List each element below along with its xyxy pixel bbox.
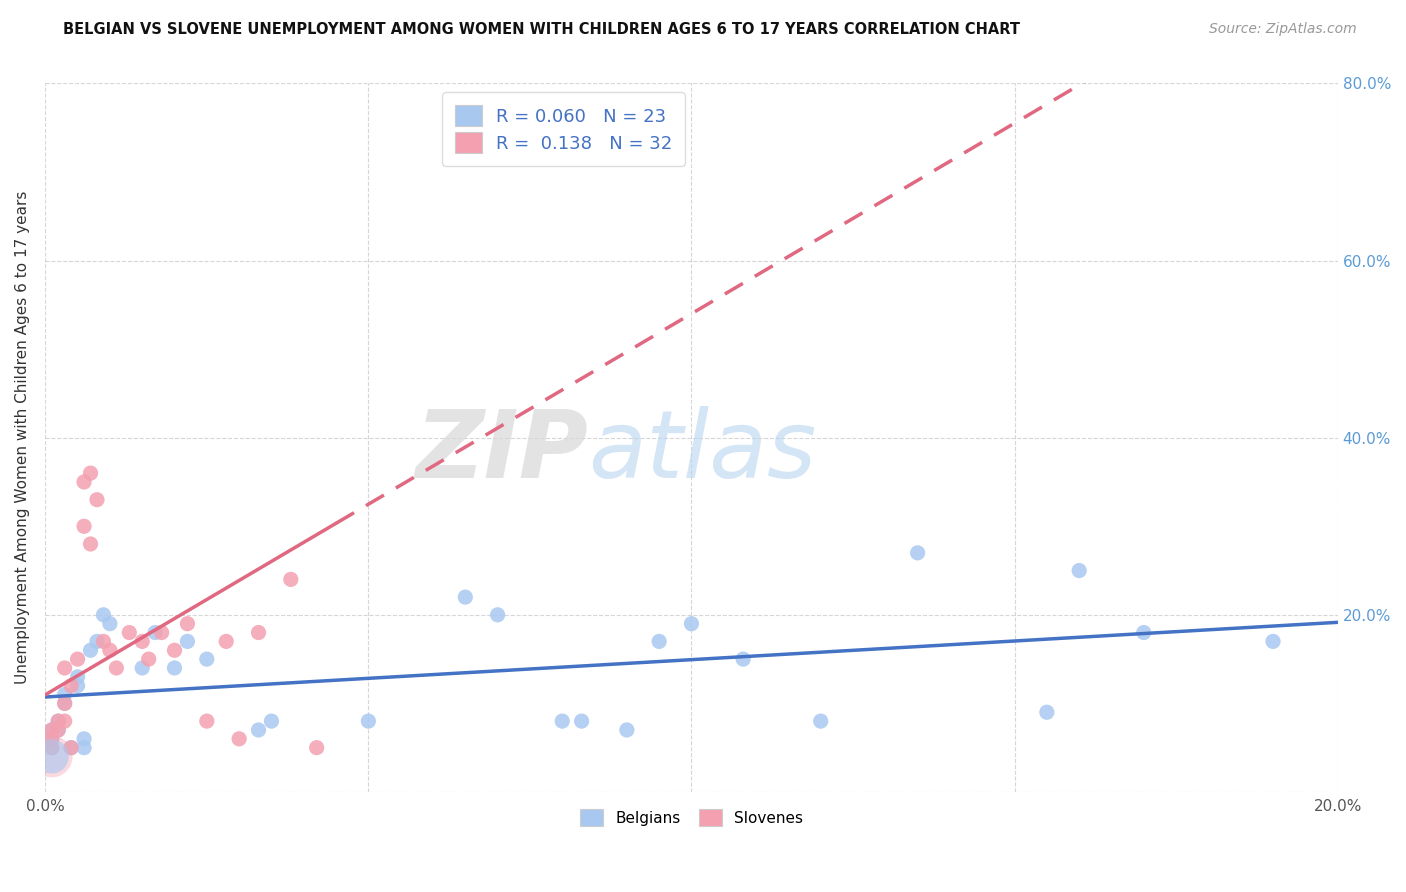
- Point: [305, 740, 328, 755]
- Point: [46, 714, 69, 728]
- Point: [53, 688, 76, 702]
- Point: [260, 714, 283, 728]
- Point: [616, 147, 638, 161]
- Point: [1036, 705, 1059, 719]
- Point: [53, 714, 76, 728]
- Point: [41, 740, 63, 755]
- Text: BELGIAN VS SLOVENE UNEMPLOYMENT AMONG WOMEN WITH CHILDREN AGES 6 TO 17 YEARS COR: BELGIAN VS SLOVENE UNEMPLOYMENT AMONG WO…: [63, 22, 1021, 37]
- Y-axis label: Unemployment Among Women with Children Ages 6 to 17 years: Unemployment Among Women with Children A…: [15, 191, 30, 684]
- Point: [93, 634, 115, 648]
- Point: [454, 590, 477, 604]
- Point: [41, 723, 63, 737]
- Point: [118, 625, 141, 640]
- Point: [176, 634, 198, 648]
- Point: [73, 519, 96, 533]
- Point: [46, 714, 69, 728]
- Point: [41, 749, 63, 764]
- Point: [79, 643, 101, 657]
- Point: [131, 634, 153, 648]
- Point: [486, 607, 509, 622]
- Point: [66, 679, 89, 693]
- Point: [143, 625, 166, 640]
- Point: [60, 740, 83, 755]
- Point: [247, 723, 270, 737]
- Point: [73, 740, 96, 755]
- Point: [46, 723, 69, 737]
- Point: [53, 697, 76, 711]
- Point: [571, 714, 593, 728]
- Point: [681, 616, 703, 631]
- Point: [176, 616, 198, 631]
- Point: [73, 475, 96, 489]
- Point: [53, 697, 76, 711]
- Point: [79, 537, 101, 551]
- Point: [163, 661, 186, 675]
- Point: [215, 634, 238, 648]
- Point: [66, 670, 89, 684]
- Point: [195, 714, 218, 728]
- Point: [93, 607, 115, 622]
- Text: Source: ZipAtlas.com: Source: ZipAtlas.com: [1209, 22, 1357, 37]
- Point: [46, 723, 69, 737]
- Point: [79, 466, 101, 480]
- Point: [73, 731, 96, 746]
- Point: [41, 749, 63, 764]
- Point: [733, 652, 755, 666]
- Point: [907, 546, 929, 560]
- Point: [131, 661, 153, 675]
- Point: [150, 625, 173, 640]
- Point: [247, 625, 270, 640]
- Point: [105, 661, 128, 675]
- Point: [41, 731, 63, 746]
- Point: [1069, 564, 1091, 578]
- Point: [195, 652, 218, 666]
- Point: [551, 714, 574, 728]
- Point: [163, 643, 186, 657]
- Point: [86, 634, 108, 648]
- Point: [60, 740, 83, 755]
- Point: [810, 714, 832, 728]
- Point: [1133, 625, 1156, 640]
- Point: [280, 573, 302, 587]
- Point: [648, 634, 671, 648]
- Point: [98, 616, 121, 631]
- Point: [1261, 634, 1284, 648]
- Point: [228, 731, 250, 746]
- Text: atlas: atlas: [588, 407, 817, 498]
- Point: [98, 643, 121, 657]
- Point: [41, 723, 63, 737]
- Point: [41, 740, 63, 755]
- Point: [616, 723, 638, 737]
- Point: [86, 492, 108, 507]
- Point: [60, 679, 83, 693]
- Point: [138, 652, 160, 666]
- Point: [66, 652, 89, 666]
- Point: [357, 714, 380, 728]
- Point: [53, 661, 76, 675]
- Text: ZIP: ZIP: [415, 406, 588, 498]
- Point: [41, 731, 63, 746]
- Legend: Belgians, Slovenes: Belgians, Slovenes: [572, 801, 810, 834]
